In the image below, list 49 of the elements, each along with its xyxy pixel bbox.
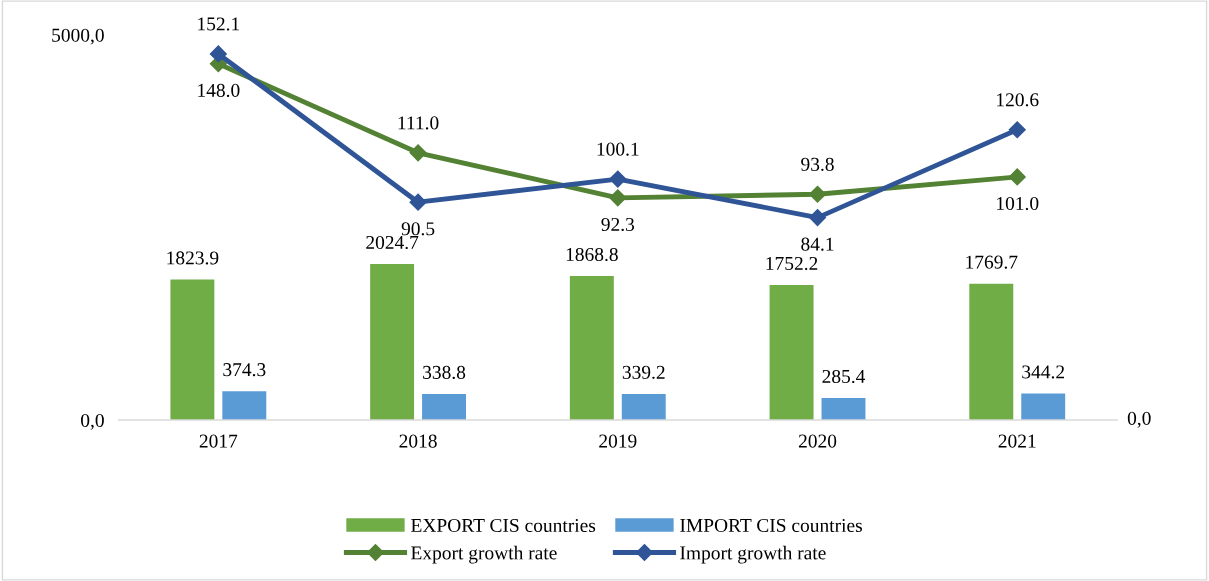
point bbox=[808, 209, 827, 227]
x-tick-label: 2019 bbox=[599, 434, 637, 448]
y-tick-label: 5000,0 bbox=[52, 28, 104, 45]
point bbox=[1008, 168, 1026, 186]
bar bbox=[821, 398, 866, 421]
data-label: 111.0 bbox=[398, 116, 439, 130]
legend-label: EXPORT CIS countries bbox=[411, 518, 596, 533]
point bbox=[409, 193, 427, 211]
point bbox=[609, 170, 627, 188]
data-label: 1752.2 bbox=[766, 256, 818, 271]
bar bbox=[1021, 393, 1066, 421]
data-label: 90.5 bbox=[401, 222, 435, 236]
data-label: 93.8 bbox=[801, 157, 834, 171]
bar bbox=[422, 393, 467, 421]
data-label: 120.6 bbox=[997, 93, 1039, 107]
data-label: 1868.8 bbox=[566, 247, 618, 262]
point bbox=[209, 45, 227, 63]
point bbox=[1008, 121, 1026, 139]
point bbox=[409, 144, 427, 162]
data-label: 2024.7 bbox=[366, 235, 419, 250]
legend-label: IMPORT CIS countries bbox=[680, 518, 862, 533]
x-tick-label: 2020 bbox=[798, 434, 837, 448]
data-label: 339.2 bbox=[622, 365, 665, 379]
bar bbox=[621, 393, 666, 421]
data-label: 100.1 bbox=[597, 142, 639, 156]
data-label: 344.2 bbox=[1022, 365, 1065, 379]
bar bbox=[969, 283, 1014, 421]
data-label: 1823.9 bbox=[167, 251, 219, 265]
x-tick-label: 2018 bbox=[399, 434, 437, 448]
point bbox=[609, 189, 627, 207]
bar bbox=[222, 391, 267, 421]
legend-label: Import growth rate bbox=[680, 545, 826, 564]
bar bbox=[769, 285, 814, 421]
x-tick-label: 2017 bbox=[199, 434, 238, 448]
data-label: 101.0 bbox=[997, 196, 1039, 211]
data-label: 92.3 bbox=[601, 217, 635, 232]
data-label: 374.3 bbox=[223, 363, 266, 377]
data-label: 148.0 bbox=[198, 83, 240, 97]
data-label: 152.1 bbox=[198, 17, 240, 31]
data-label: 1769.7 bbox=[966, 255, 1018, 269]
data-label: 84.1 bbox=[801, 237, 834, 251]
text: 0,0 bbox=[1127, 411, 1151, 428]
x-tick-label: 2021 bbox=[998, 434, 1036, 448]
bar bbox=[170, 279, 215, 421]
data-label: 338.8 bbox=[423, 365, 466, 379]
bar bbox=[569, 276, 614, 421]
legend-label: Export growth rate bbox=[411, 545, 557, 564]
data-label: 285.4 bbox=[822, 369, 866, 384]
bar bbox=[370, 264, 415, 421]
